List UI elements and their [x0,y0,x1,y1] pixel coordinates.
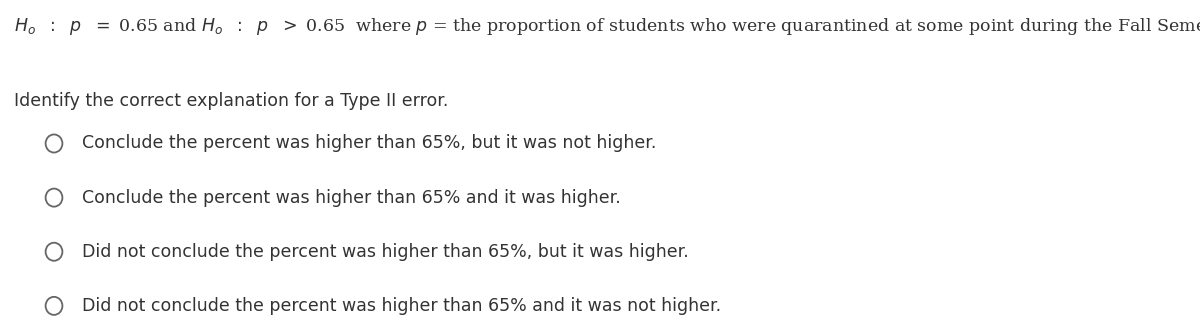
Text: Did not conclude the percent was higher than 65% and it was not higher.: Did not conclude the percent was higher … [82,297,721,315]
Text: Identify the correct explanation for a Type II error.: Identify the correct explanation for a T… [14,92,449,110]
Text: Conclude the percent was higher than 65% and it was higher.: Conclude the percent was higher than 65%… [82,189,620,207]
Text: Conclude the percent was higher than 65%, but it was not higher.: Conclude the percent was higher than 65%… [82,134,656,153]
Text: Did not conclude the percent was higher than 65%, but it was higher.: Did not conclude the percent was higher … [82,243,689,261]
Text: $H_o$  $:$  $p$  $=$ 0.65 and $H_o$  $:$  $p$  $>$ 0.65  where $p$ = the proport: $H_o$ $:$ $p$ $=$ 0.65 and $H_o$ $:$ $p$… [14,16,1200,37]
